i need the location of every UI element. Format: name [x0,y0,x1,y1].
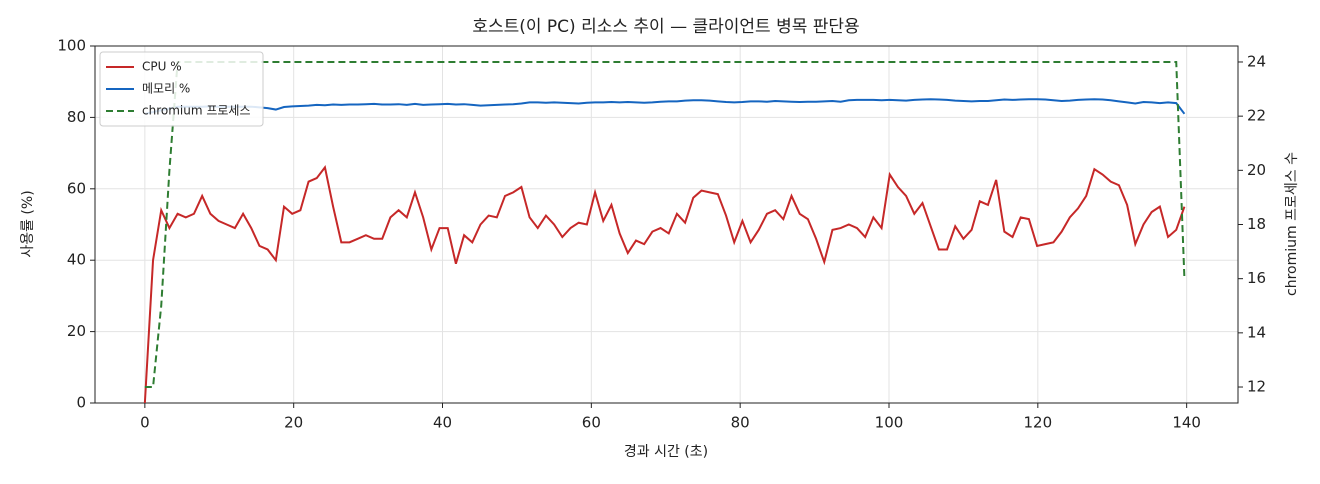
y-tick-label: 40 [67,251,86,269]
y-tick-label: 20 [67,322,86,340]
series-line [143,165,1186,404]
series-line [144,98,1186,115]
y2-tick-label: 20 [1247,161,1266,179]
y2-axis-label: chromium 프로세스 수 [1284,152,1300,296]
y2-tick-label: 14 [1247,323,1266,341]
plot-frame [94,45,1239,404]
y-tick-label: 0 [76,394,86,412]
y-tick-label: 80 [67,108,86,126]
y2-tick-label: 18 [1247,215,1266,233]
series-line [144,60,1186,389]
legend-box [99,51,264,127]
y-tick-label: 60 [67,179,86,197]
x-tick-label: 40 [433,414,452,432]
y-axis-label: 사용률 (%) [20,190,36,257]
y2-tick-label: 16 [1247,269,1266,287]
x-tick-label: 20 [284,414,303,432]
chart-title: 호스트(이 PC) 리소스 추이 — 클라이언트 병목 판단용 [472,17,859,37]
legend-label: chromium 프로세스 [142,104,251,118]
legend-label: 메모리 % [142,82,190,96]
y2-tick-label: 12 [1247,378,1266,396]
x-axis-label: 경과 시간 (초) [624,444,708,460]
legend-label: CPU % [142,60,182,74]
y-tick-label: 100 [57,37,86,55]
x-tick-label: 120 [1024,414,1053,432]
y2-tick-label: 24 [1247,52,1266,70]
x-tick-label: 100 [875,414,904,432]
x-tick-label: 60 [582,414,601,432]
x-tick-label: 0 [140,414,150,432]
x-tick-label: 80 [731,414,750,432]
y2-tick-label: 22 [1247,107,1266,125]
x-tick-label: 140 [1172,414,1201,432]
